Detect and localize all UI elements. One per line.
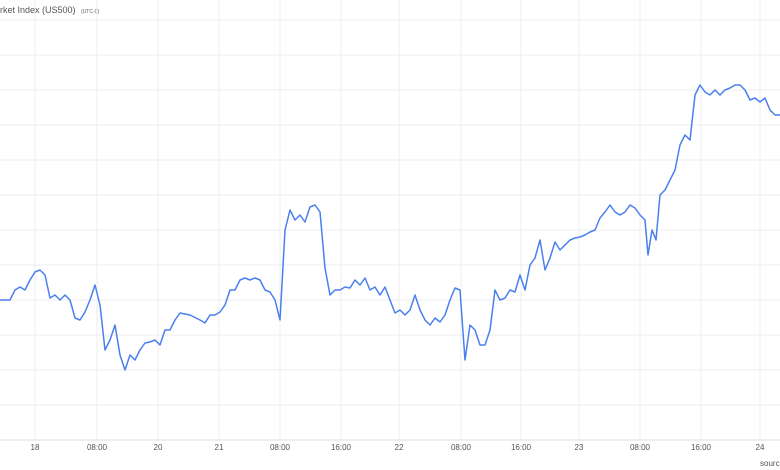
- x-tick-label: 24: [756, 443, 765, 452]
- chart-subtitle: (UTC-0): [81, 9, 99, 15]
- x-tick-label: 18: [31, 443, 40, 452]
- x-tick-label: 20: [154, 443, 163, 452]
- x-tick-label: 23: [575, 443, 584, 452]
- price-line: [0, 84, 780, 371]
- chart-title: rket Index (US500): [0, 5, 76, 15]
- x-tick-label: 08:00: [451, 443, 472, 452]
- x-tick-label: 08:00: [270, 443, 291, 452]
- x-tick-label: 16:00: [511, 443, 532, 452]
- x-tick-label: 21: [215, 443, 224, 452]
- source-label: source: [760, 459, 780, 468]
- x-tick-label: 16:00: [691, 443, 712, 452]
- x-tick-label: 22: [395, 443, 404, 452]
- x-tick-label: 08:00: [87, 443, 108, 452]
- x-tick-label: 08:00: [630, 443, 651, 452]
- x-tick-label: 16:00: [331, 443, 352, 452]
